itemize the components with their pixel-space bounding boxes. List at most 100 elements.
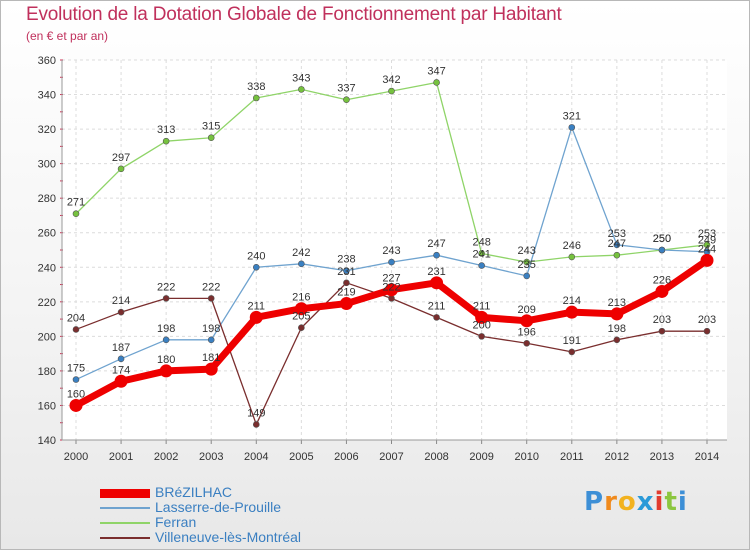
data-point-br-zilhac <box>655 284 669 298</box>
legend-label: Villeneuve-lès-Montréal <box>155 529 302 545</box>
legend-label: Ferran <box>155 514 197 530</box>
data-label-ferran: 247 <box>608 238 626 250</box>
data-point-lasserre-de-prouille <box>72 376 80 383</box>
data-label-lasserre-de-prouille: 242 <box>292 247 310 259</box>
data-point-ferran <box>298 86 305 93</box>
x-tick-label: 2013 <box>650 451 674 463</box>
logo-letter: P <box>584 487 605 517</box>
data-point-ferran <box>207 134 215 142</box>
data-label-lasserre-de-prouille: 243 <box>382 245 400 257</box>
data-label-br-zilhac: 211 <box>473 300 491 312</box>
data-point-br-zilhac <box>159 364 173 378</box>
data-label-ferran: 243 <box>518 245 536 257</box>
data-label-villeneuve-l-s-montr-al: 191 <box>563 335 581 347</box>
data-label-villeneuve-l-s-montr-al: 203 <box>653 314 671 326</box>
data-point-villeneuve-l-s-montr-al <box>298 324 305 332</box>
data-label-ferran: 342 <box>382 74 400 86</box>
series-lines <box>69 79 714 428</box>
data-label-lasserre-de-prouille: 249 <box>698 235 716 247</box>
data-point-ferran <box>568 253 576 261</box>
data-label-villeneuve-l-s-montr-al: 198 <box>608 323 626 335</box>
data-label-lasserre-de-prouille: 240 <box>247 250 265 262</box>
data-label-villeneuve-l-s-montr-al: 211 <box>428 300 446 312</box>
data-label-br-zilhac: 244 <box>698 243 716 255</box>
data-point-villeneuve-l-s-montr-al <box>207 295 215 302</box>
data-label-lasserre-de-prouille: 235 <box>518 259 536 271</box>
data-label-villeneuve-l-s-montr-al: 149 <box>247 407 265 419</box>
data-point-ferran <box>523 258 531 266</box>
data-point-lasserre-de-prouille <box>117 355 125 363</box>
data-point-villeneuve-l-s-montr-al <box>568 348 576 356</box>
data-label-br-zilhac: 174 <box>112 364 130 376</box>
data-label-br-zilhac: 219 <box>337 287 355 299</box>
data-point-br-zilhac <box>475 310 489 324</box>
y-tick-label: 260 <box>38 228 56 240</box>
y-tick-label: 280 <box>38 193 56 205</box>
data-label-ferran: 337 <box>337 83 355 95</box>
logo-letter: i <box>677 487 688 517</box>
data-point-br-zilhac <box>339 297 353 311</box>
data-point-lasserre-de-prouille <box>343 267 350 275</box>
data-label-lasserre-de-prouille: 175 <box>67 363 85 375</box>
data-label-ferran: 271 <box>67 197 85 209</box>
data-label-br-zilhac: 214 <box>563 295 581 307</box>
y-tick-label: 160 <box>38 400 56 412</box>
data-label-lasserre-de-prouille: 247 <box>427 238 445 250</box>
data-label-lasserre-de-prouille: 321 <box>563 110 581 122</box>
data-point-lasserre-de-prouille <box>568 124 576 131</box>
y-tick-label: 240 <box>38 262 56 274</box>
data-label-br-zilhac: 160 <box>67 388 85 400</box>
data-label-ferran: 343 <box>292 72 310 84</box>
y-tick-label: 220 <box>38 297 56 309</box>
data-label-br-zilhac: 231 <box>427 266 445 278</box>
data-label-ferran: 246 <box>563 240 581 252</box>
y-tick-label: 340 <box>38 90 56 102</box>
data-label-br-zilhac: 180 <box>157 354 175 366</box>
data-label-br-zilhac: 209 <box>518 304 536 316</box>
y-tick-label: 180 <box>38 366 56 378</box>
data-label-ferran: 250 <box>653 233 671 245</box>
data-point-ferran <box>252 94 260 102</box>
data-point-lasserre-de-prouille <box>658 246 666 254</box>
x-tick-label: 2001 <box>109 451 133 463</box>
data-point-lasserre-de-prouille <box>478 262 485 269</box>
y-tick-label: 300 <box>38 159 56 171</box>
data-label-lasserre-de-prouille: 198 <box>157 323 175 335</box>
data-point-lasserre-de-prouille <box>252 263 260 271</box>
data-point-lasserre-de-prouille <box>613 241 621 249</box>
data-label-lasserre-de-prouille: 198 <box>202 323 220 335</box>
chart-subtitle: (en € et par an) <box>26 29 109 43</box>
data-point-br-zilhac <box>114 374 128 388</box>
data-point-br-zilhac <box>69 398 83 412</box>
data-label-ferran: 253 <box>698 228 716 240</box>
data-point-villeneuve-l-s-montr-al <box>343 279 350 287</box>
x-tick-label: 2012 <box>605 451 629 463</box>
data-point-lasserre-de-prouille <box>433 251 440 259</box>
legend-swatch <box>100 507 150 509</box>
data-label-br-zilhac: 181 <box>202 352 220 364</box>
data-point-br-zilhac <box>565 305 579 319</box>
data-label-lasserre-de-prouille: 238 <box>337 254 355 266</box>
data-label-villeneuve-l-s-montr-al: 222 <box>157 281 175 293</box>
data-point-villeneuve-l-s-montr-al <box>658 327 666 335</box>
logo-letter: t <box>664 487 678 517</box>
data-point-ferran <box>703 241 711 249</box>
data-point-br-zilhac <box>294 302 308 316</box>
x-tick-label: 2014 <box>695 451 719 463</box>
data-label-ferran: 338 <box>247 81 265 93</box>
data-point-lasserre-de-prouille <box>207 336 215 344</box>
y-tick-label: 200 <box>38 331 56 343</box>
data-point-villeneuve-l-s-montr-al <box>433 314 440 321</box>
data-label-ferran: 313 <box>157 124 175 136</box>
data-label-lasserre-de-prouille: 250 <box>653 233 671 245</box>
data-point-ferran <box>343 96 350 104</box>
data-point-villeneuve-l-s-montr-al <box>703 327 711 335</box>
data-point-ferran <box>72 210 80 218</box>
data-point-villeneuve-l-s-montr-al <box>117 308 125 316</box>
logo-letter: r <box>604 487 618 517</box>
x-tick-label: 2005 <box>289 451 313 463</box>
y-tick-label: 140 <box>38 435 56 447</box>
data-label-villeneuve-l-s-montr-al: 222 <box>202 281 220 293</box>
data-point-br-zilhac <box>430 276 444 290</box>
